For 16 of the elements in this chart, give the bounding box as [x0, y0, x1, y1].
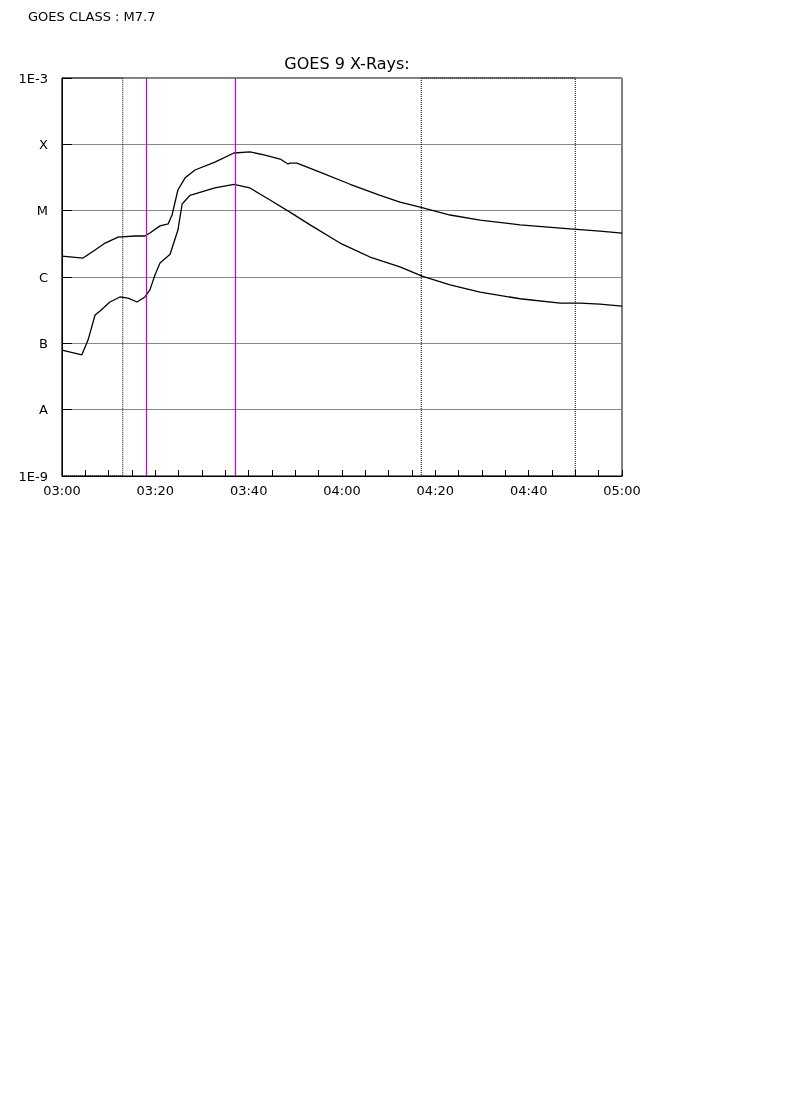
- y-tick-label: X: [39, 136, 49, 152]
- y-tick-label: M: [36, 203, 48, 219]
- y-tick-label: B: [39, 335, 48, 351]
- x-tick-label: 04:20: [416, 483, 455, 498]
- y-tick-label: A: [39, 402, 49, 418]
- chart-title: GOES 9 X-Rays:: [284, 53, 410, 73]
- y-tick-label: 1E-9: [18, 468, 48, 484]
- x-tick-label: 04:00: [323, 483, 361, 498]
- x-tick-label: 03:20: [136, 483, 175, 498]
- text: GOES CLASS : M7.7: [28, 9, 156, 24]
- y-tick-label: 1E-3: [18, 70, 48, 86]
- y-tick-label: C: [38, 269, 48, 285]
- x-tick-label: 04:40: [509, 483, 548, 498]
- x-tick-label: 05:00: [603, 483, 641, 498]
- x-tick-label: 03:00: [43, 483, 81, 498]
- x-tick-label: 03:40: [229, 483, 268, 498]
